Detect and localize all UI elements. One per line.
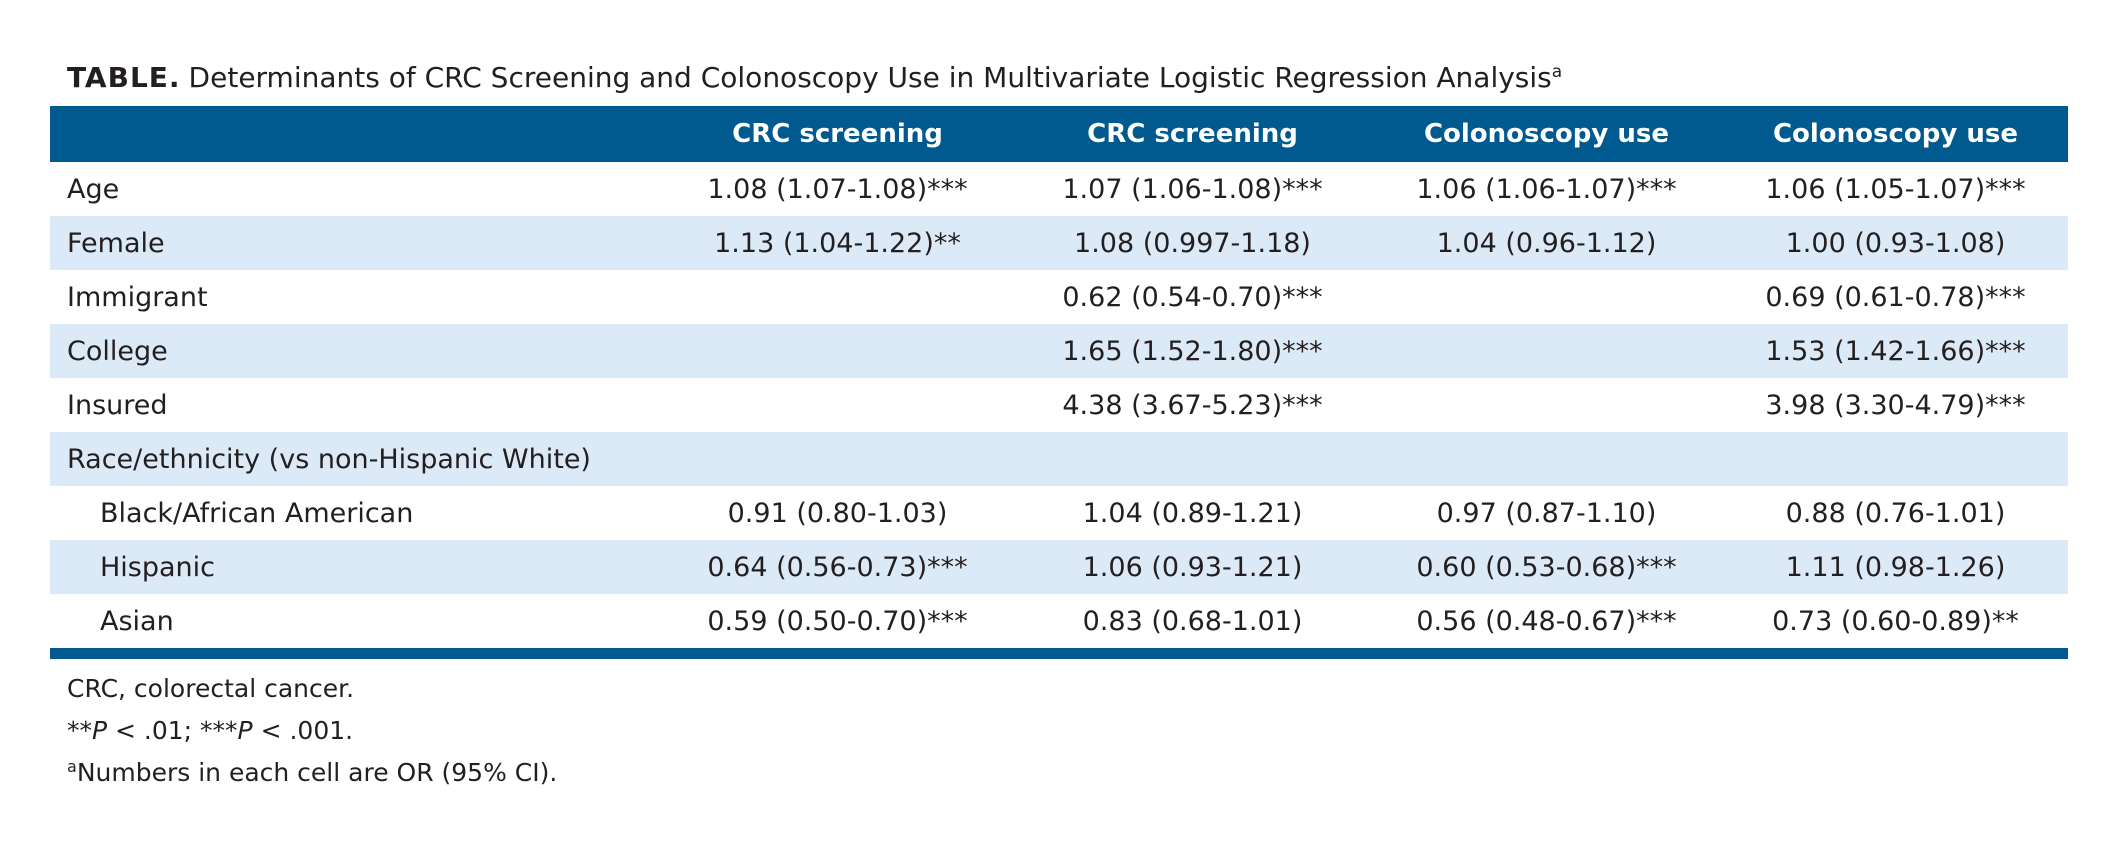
- table-cell: 1.08 (0.997-1.18): [1015, 216, 1370, 270]
- table-title: Determinants of CRC Screening and Colono…: [188, 61, 1552, 94]
- regression-table: CRC screening CRC screening Colonoscopy …: [50, 106, 2068, 659]
- table-cell: 0.56 (0.48-0.67)***: [1370, 594, 1723, 659]
- table-row: Asian 0.59 (0.50-0.70)*** 0.83 (0.68-1.0…: [50, 594, 2068, 659]
- row-label: Female: [50, 216, 660, 270]
- table-cell: 1.65 (1.52-1.80)***: [1015, 324, 1370, 378]
- row-label: College: [50, 324, 660, 378]
- table-cell: 0.69 (0.61-0.78)***: [1765, 281, 2026, 313]
- row-label: Insured: [67, 389, 168, 421]
- header-cell-crc-screening-2: CRC screening: [1015, 106, 1370, 162]
- table-cell: 1.13 (1.04-1.22)**: [660, 216, 1015, 270]
- table-cell: [1370, 324, 1723, 378]
- table-row: Female 1.13 (1.04-1.22)** 1.08 (0.997-1.…: [50, 216, 2068, 270]
- sig-stars-3: ***: [200, 716, 238, 745]
- table-cell: [660, 270, 1015, 324]
- table-cell: 1.53 (1.42-1.66)***: [1723, 324, 2068, 378]
- table-cell: 0.64 (0.56-0.73)***: [660, 540, 1015, 594]
- table-cell: [660, 432, 1015, 486]
- table-row: Race/ethnicity (vs non-Hispanic White): [50, 432, 2068, 486]
- table-cell: 1.08 (1.07-1.08)***: [707, 173, 968, 205]
- table-cell: 0.59 (0.50-0.70)***: [660, 594, 1015, 659]
- table-footnotes: CRC, colorectal cancer. **P < .01; ***P …: [67, 668, 557, 794]
- table-cell: 1.04 (0.89-1.21): [1082, 497, 1303, 529]
- sig-threshold-01: < .01;: [107, 716, 201, 745]
- table-cell: 0.97 (0.87-1.10): [1436, 497, 1657, 529]
- footnote-significance: **P < .01; ***P < .001.: [67, 710, 557, 752]
- p-symbol: P: [237, 716, 253, 745]
- sig-threshold-001: < .001.: [252, 716, 354, 745]
- table-row: College 1.65 (1.52-1.80)*** 1.53 (1.42-1…: [50, 324, 2068, 378]
- table-label: TABLE.: [67, 61, 181, 94]
- table-cell: 0.83 (0.68-1.01): [1015, 594, 1370, 659]
- table-cell: [1723, 432, 2068, 486]
- row-label: Race/ethnicity (vs non-Hispanic White): [50, 432, 660, 486]
- table-row: Insured 4.38 (3.67-5.23)*** 3.98 (3.30-4…: [50, 378, 2068, 432]
- header-cell-colonoscopy-use-1: Colonoscopy use: [1370, 106, 1723, 162]
- table-cell: 1.06 (1.05-1.07)***: [1765, 173, 2026, 205]
- table-cell: [1370, 378, 1723, 432]
- table-cell: 4.38 (3.67-5.23)***: [1062, 389, 1323, 421]
- table-cell: 1.04 (0.96-1.12): [1370, 216, 1723, 270]
- sig-stars-2: **: [67, 716, 92, 745]
- row-label: Black/African American: [100, 497, 414, 529]
- table-row: Hispanic 0.64 (0.56-0.73)*** 1.06 (0.93-…: [50, 540, 2068, 594]
- table-cell: 0.88 (0.76-1.01): [1785, 497, 2006, 529]
- header-row: CRC screening CRC screening Colonoscopy …: [50, 106, 2068, 162]
- table-cell: [660, 324, 1015, 378]
- table-cell: 0.62 (0.54-0.70)***: [1062, 281, 1323, 313]
- table-cell: 0.60 (0.53-0.68)***: [1370, 540, 1723, 594]
- table-cell: 3.98 (3.30-4.79)***: [1765, 389, 2026, 421]
- header-cell-crc-screening-1: CRC screening: [660, 106, 1015, 162]
- footnote-mark: a: [67, 757, 77, 776]
- table-cell: 1.00 (0.93-1.08): [1723, 216, 2068, 270]
- table-cell: 1.11 (0.98-1.26): [1723, 540, 2068, 594]
- table-cell: 0.73 (0.60-0.89)**: [1723, 594, 2068, 659]
- table-cell: [1370, 432, 1723, 486]
- row-label: Asian: [50, 594, 660, 659]
- table-cell: 1.06 (0.93-1.21): [1015, 540, 1370, 594]
- header-cell-colonoscopy-use-2: Colonoscopy use: [1723, 106, 2068, 162]
- p-symbol: P: [92, 716, 108, 745]
- footnote-text: Numbers in each cell are OR (95% CI).: [76, 758, 558, 787]
- table-cell: [660, 378, 1015, 432]
- footnote-a: aNumbers in each cell are OR (95% CI).: [67, 752, 557, 794]
- table-row: Black/African American 0.91 (0.80-1.03) …: [50, 486, 2068, 540]
- table-row: Immigrant 0.62 (0.54-0.70)*** 0.69 (0.61…: [50, 270, 2068, 324]
- table-cell: [1015, 432, 1370, 486]
- table-caption: TABLE. Determinants of CRC Screening and …: [67, 58, 1562, 98]
- header-cell-blank: [50, 106, 660, 162]
- caption-footnote-mark: a: [1551, 62, 1563, 82]
- table-cell: 1.06 (1.06-1.07)***: [1416, 173, 1677, 205]
- footnote-abbreviations: CRC, colorectal cancer.: [67, 674, 355, 703]
- table-cell: 0.91 (0.80-1.03): [727, 497, 948, 529]
- table-cell: [1370, 270, 1723, 324]
- row-label: Immigrant: [67, 281, 208, 313]
- row-label: Age: [67, 173, 120, 205]
- table-cell: 1.07 (1.06-1.08)***: [1062, 173, 1323, 205]
- row-label: Hispanic: [50, 540, 660, 594]
- table-row: Age 1.08 (1.07-1.08)*** 1.07 (1.06-1.08)…: [50, 162, 2068, 216]
